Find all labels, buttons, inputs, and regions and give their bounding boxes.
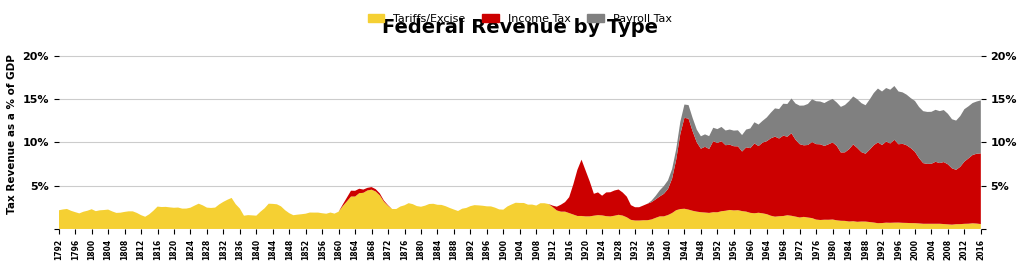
Title: Federal Revenue by Type: Federal Revenue by Type xyxy=(382,18,657,37)
Legend: Tariffs/Excise, Income Tax, Payroll Tax: Tariffs/Excise, Income Tax, Payroll Tax xyxy=(364,10,676,29)
Y-axis label: Tax Revenue as a % of GDP: Tax Revenue as a % of GDP xyxy=(7,54,17,214)
